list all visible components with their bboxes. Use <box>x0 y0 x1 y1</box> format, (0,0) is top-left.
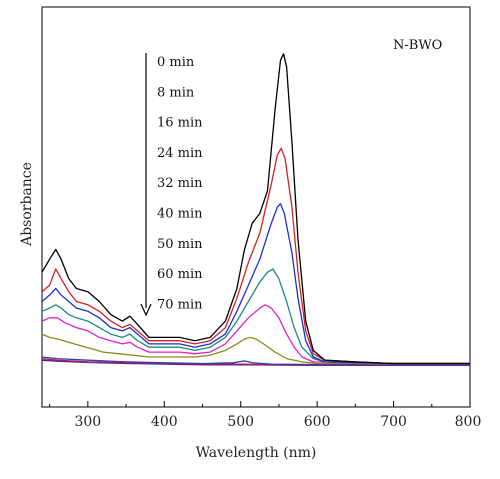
legend-entry: 16 min <box>157 116 203 131</box>
series-line-50-min <box>41 356 470 366</box>
legend-entry: 50 min <box>157 237 203 252</box>
legend-entry: 60 min <box>157 267 203 282</box>
legend-entry: 32 min <box>157 176 203 191</box>
series-line-40-min <box>41 333 470 365</box>
plot-frame <box>41 6 471 408</box>
series-line-32-min <box>41 304 470 365</box>
time-legend: 0 min 8 min 16 min 24 min 32 min 40 min 50 min… <box>157 55 203 312</box>
series-line-24-min <box>41 268 470 365</box>
x-tick-label: 300 <box>74 414 101 430</box>
legend-entry: 24 min <box>157 146 203 161</box>
x-tick-label: 800 <box>455 414 482 430</box>
x-tick-label: 700 <box>380 414 407 430</box>
series-line-16-min <box>41 203 470 365</box>
x-tick-label: 600 <box>304 414 331 430</box>
x-tick-label: 500 <box>227 414 254 430</box>
x-tick-label: 400 <box>151 414 178 430</box>
decrease-arrow-head-icon <box>140 303 152 317</box>
series-line-8-min <box>41 147 470 365</box>
legend-entry: 40 min <box>157 207 203 222</box>
series-line-0-min <box>41 53 470 365</box>
legend-entry: 8 min <box>157 85 195 100</box>
series-layer <box>41 53 470 367</box>
x-axis-ticks: 300 400 500 600 700 800 <box>49 401 482 430</box>
legend-entry: 70 min <box>157 297 203 312</box>
x-axis-label: Wavelength (nm) <box>196 445 317 461</box>
sample-annotation: N-BWO <box>393 38 442 53</box>
legend-entry: 0 min <box>157 55 195 70</box>
y-axis-label: Absorbance <box>19 162 35 247</box>
